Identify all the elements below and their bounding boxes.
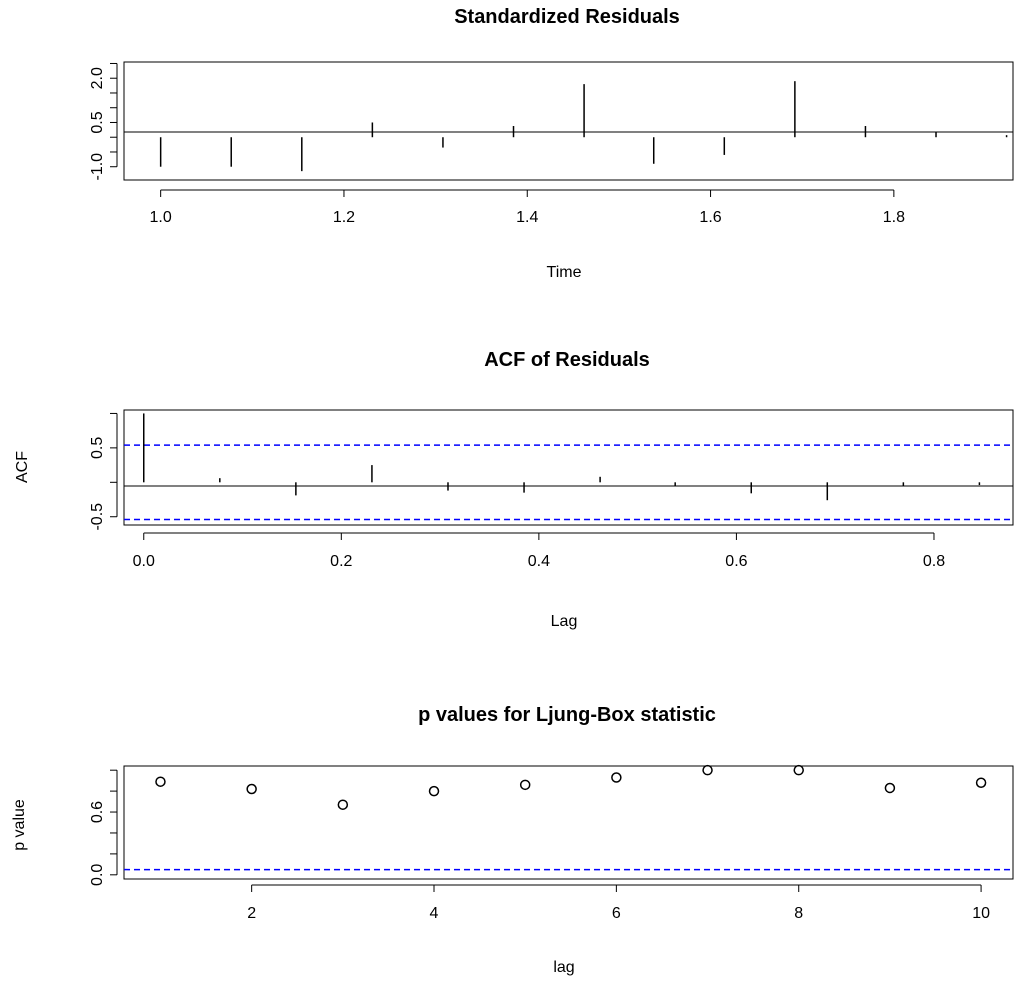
residuals-x-label: Time (547, 264, 582, 281)
acf-y-label: ACF (14, 451, 31, 483)
residuals-x-tick-label: 1.2 (333, 209, 355, 226)
residuals-title: Standardized Residuals (454, 6, 680, 28)
p-value-point (611, 772, 622, 783)
ljung-box-plot-frame (123, 765, 1014, 880)
acf-y-axis: -0.5 0.5 (89, 412, 118, 531)
acf-x-tick-label: 0.0 (133, 553, 155, 570)
ljung-box-y-axis: 0.0 0.6 (89, 769, 118, 886)
ljung-box-x-tick-label: 6 (612, 905, 621, 922)
residuals-x-tick-label: 1.4 (516, 209, 538, 226)
residuals-y-axis: -1.0 0.5 2.0 (89, 62, 118, 181)
acf-series (143, 413, 981, 501)
residuals-x-tick-label: 1.8 (883, 209, 905, 226)
residuals-series (159, 81, 1008, 172)
acf-x-label: Lag (551, 613, 578, 630)
residuals-plot-frame (123, 61, 1014, 181)
p-value-point (884, 782, 896, 794)
ljung-box-x-tick-label: 8 (794, 905, 803, 922)
p-value-point (246, 783, 257, 795)
ljung-box-x-axis: 2 4 6 8 10 (247, 884, 990, 922)
residuals-x-tick-label: 1.6 (699, 209, 721, 226)
ljung-box-panel: p values for Ljung-Box statistic 2 4 6 8 10 … (11, 704, 1014, 976)
ljung-box-y-tick-label: 0.6 (89, 801, 106, 823)
ljung-box-series (155, 764, 987, 810)
ljung-box-x-label: lag (553, 959, 574, 976)
p-value-point (428, 785, 440, 797)
acf-x-tick-label: 0.6 (725, 553, 747, 570)
acf-y-tick-label: -0.5 (89, 503, 106, 531)
p-value-point (793, 764, 804, 776)
ljung-box-x-tick-label: 10 (972, 905, 990, 922)
p-value-point (975, 777, 987, 788)
ljung-box-y-label: p value (11, 799, 28, 851)
residuals-y-tick-label: 2.0 (89, 67, 106, 89)
acf-title: ACF of Residuals (484, 349, 650, 371)
residuals-x-axis: 1.0 1.2 1.4 1.6 1.8 (150, 189, 905, 226)
p-value-point (519, 779, 531, 791)
acf-x-tick-label: 0.4 (528, 553, 550, 570)
ljung-box-x-tick-label: 2 (247, 905, 256, 922)
p-value-point (702, 764, 713, 776)
ljung-box-x-tick-label: 4 (430, 905, 439, 922)
acf-plot-frame (123, 409, 1014, 526)
ljung-box-y-tick-label: 0.0 (89, 864, 106, 886)
p-value-point (155, 776, 166, 787)
acf-x-tick-label: 0.2 (330, 553, 352, 570)
p-value-point (337, 799, 349, 810)
residuals-y-tick-label: 0.5 (89, 111, 106, 133)
residuals-y-tick-label: -1.0 (89, 153, 106, 181)
acf-panel: ACF of Residuals 0.0 0.2 0.4 0.6 0.8 -0.5 0.5… (14, 349, 1014, 630)
residuals-panel: Standardized Residuals 1.0 1.2 1.4 1.6 1.8 -… (89, 6, 1014, 281)
ljung-box-title: p values for Ljung-Box statistic (418, 704, 716, 726)
acf-y-tick-label: 0.5 (89, 437, 106, 459)
acf-x-tick-label: 0.8 (923, 553, 945, 570)
acf-x-axis: 0.0 0.2 0.4 0.6 0.8 (133, 532, 945, 570)
residuals-x-tick-label: 1.0 (150, 209, 172, 226)
